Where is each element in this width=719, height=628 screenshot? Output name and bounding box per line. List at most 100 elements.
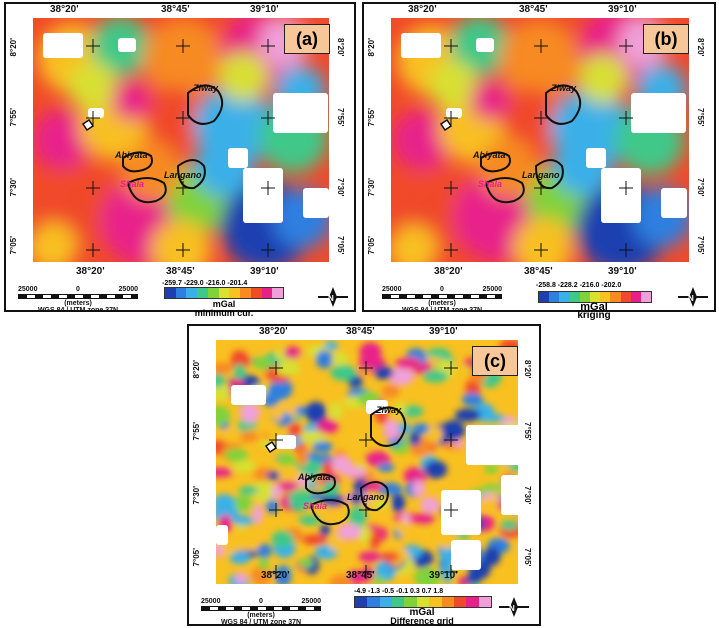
anomaly-blob	[358, 551, 382, 563]
anomaly-blob	[266, 471, 280, 481]
anomaly-blob	[315, 350, 333, 369]
colorbar-swatch	[392, 597, 405, 607]
lake-outline-shala	[484, 177, 525, 204]
colorbar-swatch	[478, 597, 491, 607]
right-tick-4: 7°05'	[696, 236, 705, 255]
map-canvas-c: Ziway Abiyata Langano Shala	[216, 340, 518, 584]
anomaly-blob	[400, 405, 424, 418]
lake-outline-small	[439, 118, 453, 132]
anomaly-blob	[499, 87, 560, 148]
colorbar-swatch	[165, 288, 176, 298]
svg-text:N: N	[688, 294, 694, 303]
lake-label: Langano	[522, 170, 560, 180]
left-tick-1: 8°20'	[192, 360, 201, 379]
anomaly-blob	[295, 406, 309, 416]
lake-label: Shala	[120, 179, 144, 189]
anomaly-blob	[391, 224, 438, 262]
anomaly-blob	[256, 543, 272, 558]
anomaly-blob	[394, 402, 406, 415]
anomaly-blob	[329, 402, 343, 420]
anomaly-blob	[232, 515, 255, 526]
no-data-area	[303, 188, 329, 218]
anomaly-blob	[408, 432, 421, 446]
anomaly-blob	[322, 460, 334, 477]
colorbar-swatch	[272, 288, 284, 298]
left-tick-4: 7°05'	[192, 548, 201, 567]
method-a: minimum cur.	[194, 308, 254, 318]
left-tick-1: 8°20'	[367, 38, 376, 57]
right-tick-3: 7°30'	[696, 178, 705, 197]
lake-outline-small	[264, 440, 278, 454]
colorbar-swatch	[579, 292, 590, 302]
anomaly-blob	[316, 418, 339, 434]
anomaly-blob	[216, 370, 225, 389]
bottom-tick-1: 38°20'	[76, 266, 105, 277]
anomaly-blob	[388, 367, 415, 386]
colorbar-swatch	[466, 597, 479, 607]
right-tick-2: 7°55'	[523, 422, 532, 441]
top-tick-2: 38°45'	[161, 4, 190, 15]
colorbar-c	[354, 596, 492, 608]
lake-outline-ziway	[370, 406, 407, 447]
scale-right: 25000	[301, 598, 321, 605]
scale-right: 25000	[482, 286, 502, 293]
lake-outline-ziway	[187, 84, 224, 125]
anomaly-blob	[258, 557, 269, 571]
top-tick-3: 39°10'	[429, 326, 458, 337]
anomaly-blob	[482, 413, 506, 423]
scale-right: 25000	[118, 286, 138, 293]
bottom-tick-2: 38°45'	[346, 570, 375, 581]
lake-label: Ziway	[192, 83, 219, 93]
panel-label-a: (a)	[284, 24, 330, 54]
anomaly-blob	[216, 362, 233, 375]
anomaly-blob	[412, 423, 430, 435]
anomaly-blob	[296, 447, 308, 467]
colorbar-swatch	[250, 288, 262, 298]
no-data-area	[661, 188, 687, 218]
anomaly-blob	[250, 565, 272, 584]
no-data-area	[366, 400, 388, 414]
anomaly-blob	[461, 392, 484, 406]
scale-unit: (meters)	[64, 300, 92, 307]
colorbar-swatch	[229, 288, 241, 298]
left-tick-3: 7°30'	[9, 178, 18, 197]
right-tick-2: 7°55'	[696, 108, 705, 127]
scale-unit: (meters)	[428, 300, 456, 307]
panel-label-c: (c)	[472, 346, 518, 376]
colorbar-swatch	[261, 288, 273, 298]
colorbar-swatch	[379, 597, 393, 607]
anomaly-blob	[403, 467, 428, 485]
anomaly-blob	[336, 523, 362, 541]
right-tick-1: 8°20'	[523, 360, 532, 379]
colorbar-swatch	[640, 292, 652, 302]
top-tick-2: 38°45'	[346, 326, 375, 337]
anomaly-blob	[413, 567, 441, 584]
bottom-tick-2: 38°45'	[524, 266, 553, 277]
left-tick-4: 7°05'	[367, 236, 376, 255]
method-c: Difference grid	[390, 616, 454, 626]
anomaly-blob	[464, 573, 482, 584]
anomaly-blob	[577, 53, 628, 104]
anomaly-blob	[353, 477, 369, 495]
anomaly-blob	[368, 529, 382, 549]
anomaly-blob	[331, 456, 353, 473]
colorbar-swatch	[559, 292, 570, 302]
anomaly-blob	[216, 384, 232, 401]
anomaly-blob	[412, 479, 426, 498]
colorbar-swatch	[416, 597, 430, 607]
colorbar-swatch	[539, 292, 550, 302]
anomaly-blob	[383, 419, 399, 440]
no-data-area	[228, 148, 248, 168]
panel-c: Ziway Abiyata Langano Shala (c) 38°20' 38°4…	[187, 324, 541, 626]
bottom-tick-3: 39°10'	[429, 570, 458, 581]
anomaly-blob	[277, 453, 295, 466]
anomaly-blob	[381, 384, 400, 398]
north-arrow-icon: N	[499, 597, 529, 617]
no-data-area	[273, 93, 328, 133]
lake-label: Ziway	[550, 83, 577, 93]
anomaly-blob	[288, 422, 302, 439]
anomaly-blob	[235, 572, 248, 584]
right-tick-3: 7°30'	[336, 178, 345, 197]
no-data-area	[441, 490, 481, 535]
projection: WGS 84 / UTM zone 37N	[37, 307, 119, 314]
